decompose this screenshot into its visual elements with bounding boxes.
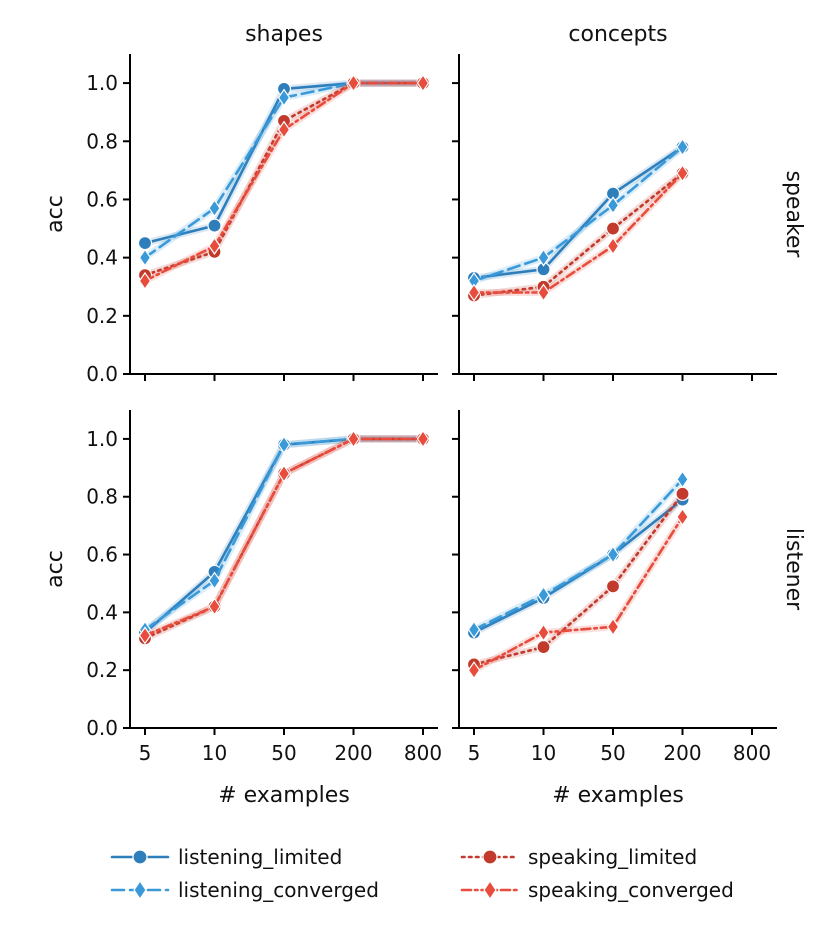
- data-point-speaking_converged: [467, 283, 481, 302]
- legend-marker-listening_limited: [132, 849, 148, 865]
- y-tick-label: 0.2: [86, 658, 118, 682]
- data-point-listening_limited: [137, 235, 153, 251]
- data-point-speaking_converged: [606, 617, 620, 636]
- x-tick-label: 10: [531, 741, 556, 765]
- series-line-speaking_limited: [143, 81, 425, 277]
- y-tick-label: 0.8: [86, 485, 118, 509]
- y-axis-label: acc: [43, 195, 68, 233]
- data-point-speaking_converged: [416, 429, 430, 448]
- data-point-listening_converged: [606, 545, 620, 564]
- series-line-listening_converged: [472, 145, 684, 283]
- data-point-speaking_limited: [536, 639, 551, 655]
- y-tick-label: 0.6: [86, 543, 118, 567]
- series-band-speaking_converged: [143, 79, 423, 285]
- panel-listener-shapes: 0.0 0.2 0.4 0.6 0.8 1.0 5 10 50 200 800 acc # exampl…: [43, 410, 442, 808]
- data-point-listening_converged: [208, 199, 221, 218]
- data-point-speaking_converged: [208, 597, 221, 616]
- legend-label-speaking_limited: speaking_limited: [528, 845, 697, 869]
- x-tick-label: 200: [663, 741, 701, 765]
- panel-listener-concepts: 5 10 50 200 800 # examples: [452, 410, 777, 808]
- series-line-listening_converged: [472, 478, 684, 632]
- data-point-speaking_converged: [606, 236, 620, 256]
- data-point-speaking_converged: [347, 429, 360, 448]
- data-point-speaking_converged: [537, 283, 550, 302]
- y-tick-label: 1.0: [86, 427, 118, 451]
- data-point-listening_converged: [467, 620, 481, 639]
- data-point-speaking_converged: [416, 74, 430, 93]
- x-tick-label: 50: [271, 741, 296, 765]
- data-point-speaking_converged: [208, 236, 221, 256]
- panel-speaker-concepts: [452, 54, 777, 381]
- data-point-listening_converged: [537, 585, 550, 605]
- legend-entry-speaking_limited: speaking_limited: [460, 845, 697, 869]
- series-line-speaking_limited: [472, 172, 684, 297]
- data-point-listening_converged: [138, 248, 152, 267]
- data-point-speaking_limited: [605, 579, 621, 594]
- series-band-listening_limited: [144, 79, 423, 247]
- x-tick-label: 5: [139, 741, 152, 765]
- data-point-listening_converged: [676, 138, 689, 157]
- data-point-speaking_converged: [467, 661, 481, 680]
- y-tick-label: 0.2: [86, 304, 118, 328]
- y-tick-label: 0.4: [86, 246, 118, 270]
- legend-marker-speaking_limited: [482, 849, 498, 865]
- data-point-speaking_limited: [605, 221, 621, 236]
- x-axis-label: # examples: [552, 783, 684, 808]
- row-title-listener: listener: [781, 528, 806, 611]
- legend-label-listening_limited: listening_limited: [178, 845, 342, 869]
- x-tick-label: 5: [468, 741, 481, 765]
- x-tick-label: 800: [404, 741, 442, 765]
- y-tick-label: 0.0: [86, 716, 118, 740]
- y-axis-label: acc: [43, 550, 68, 588]
- x-tick-label: 10: [202, 741, 227, 765]
- data-point-listening_converged: [277, 435, 291, 454]
- column-title-concepts: concepts: [568, 22, 667, 47]
- series-line-speaking_converged: [472, 515, 684, 672]
- y-tick-label: 1.0: [86, 71, 118, 95]
- legend-entry-listening_limited: listening_limited: [110, 845, 342, 869]
- data-point-speaking_converged: [138, 626, 152, 645]
- series-line-speaking_converged: [143, 437, 425, 637]
- legend-entry-speaking_converged: speaking_converged: [460, 878, 734, 902]
- data-point-speaking_converged: [347, 74, 360, 93]
- x-tick-label: 800: [733, 741, 771, 765]
- panel-speaker-shapes: 0.0 0.2 0.4 0.6 0.8 1.0 acc: [43, 54, 438, 386]
- data-point-listening_converged: [277, 88, 291, 107]
- data-point-speaking_converged: [277, 464, 291, 483]
- series-band-listening_converged: [472, 477, 686, 633]
- row-title-speaker: speaker: [781, 171, 806, 259]
- legend-marker-listening_converged: [133, 879, 147, 901]
- y-tick-label: 0.4: [86, 600, 118, 624]
- data-point-listening_limited: [207, 218, 222, 233]
- series-line-listening_limited: [143, 81, 425, 245]
- series-line-speaking_limited: [472, 492, 684, 666]
- data-point-speaking_converged: [277, 120, 291, 139]
- x-tick-label: 50: [600, 741, 625, 765]
- data-point-listening_converged: [208, 571, 221, 590]
- x-tick-label: 200: [334, 741, 372, 765]
- legend-label-listening_converged: listening_converged: [178, 878, 379, 902]
- series-band-listening_converged: [142, 79, 423, 261]
- series-line-speaking_converged: [143, 81, 425, 283]
- column-title-shapes: shapes: [245, 22, 323, 47]
- y-tick-label: 0.0: [86, 362, 118, 386]
- legend-entry-listening_converged: listening_converged: [110, 878, 379, 902]
- data-point-speaking_converged: [138, 271, 152, 290]
- legend-label-speaking_converged: speaking_converged: [528, 878, 734, 902]
- y-tick-label: 0.8: [86, 129, 118, 153]
- data-point-speaking_converged: [676, 164, 689, 183]
- data-point-speaking_converged: [676, 507, 689, 527]
- x-axis-label: # examples: [218, 783, 350, 808]
- y-tick-label: 0.6: [86, 187, 118, 211]
- data-point-listening_converged: [537, 248, 550, 267]
- legend-marker-speaking_converged: [483, 879, 497, 901]
- data-point-listening_converged: [606, 196, 620, 215]
- data-point-speaking_converged: [537, 623, 550, 642]
- series-band-speaking_limited: [143, 79, 423, 279]
- data-point-speaking_limited: [675, 486, 690, 501]
- series-line-speaking_converged: [472, 172, 684, 294]
